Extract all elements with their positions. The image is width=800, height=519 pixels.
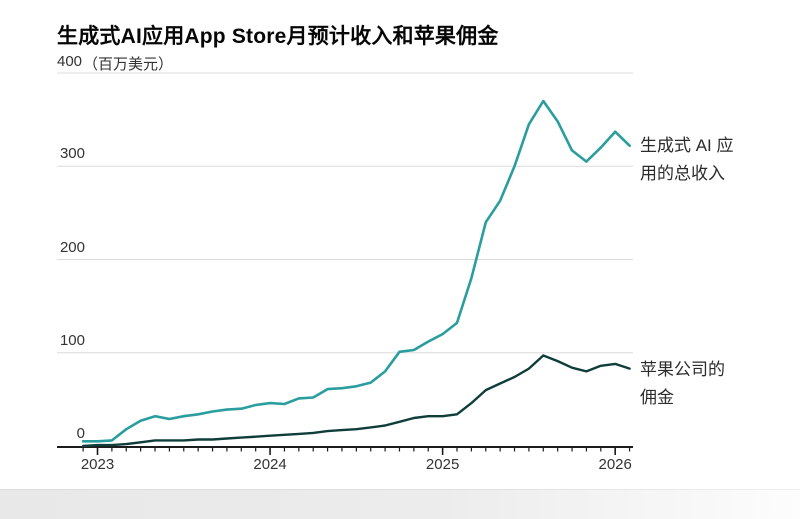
y-axis-label: 300 (59, 145, 85, 163)
y-axis-unit: （百万美元） (83, 56, 174, 73)
y-axis-top-label: 400 (57, 53, 83, 70)
commission-label-line2: 佣金 (640, 388, 674, 407)
y-axis-unit-row: 400 （百万美元） (57, 53, 173, 74)
commission-line (81, 354, 631, 448)
y-axis-label: 100 (59, 331, 85, 349)
page-bottom-edge (0, 489, 800, 519)
commission-series-label: 苹果公司的 佣金 (640, 356, 725, 412)
y-axis-label: 0 (76, 425, 85, 442)
x-axis-label: 2026 (598, 456, 632, 473)
chart-title: 生成式AI应用App Store月预计收入和苹果佣金 (57, 25, 499, 48)
revenue-series-label: 生成式 AI 应 用的总收入 (640, 132, 734, 188)
x-axis-label: 2023 (80, 456, 115, 473)
commission-label-line1: 苹果公司的 (640, 360, 725, 379)
y-axis-label: 200 (59, 238, 85, 256)
revenue-label-line1: 生成式 AI 应 (640, 136, 734, 155)
x-axis-label: 2025 (425, 456, 460, 473)
revenue-label-line2: 用的总收入 (640, 164, 725, 183)
x-axis-ticks (82, 447, 631, 455)
revenue-line (81, 99, 631, 443)
x-axis-label: 2024 (253, 456, 287, 473)
gridlines (57, 72, 633, 354)
